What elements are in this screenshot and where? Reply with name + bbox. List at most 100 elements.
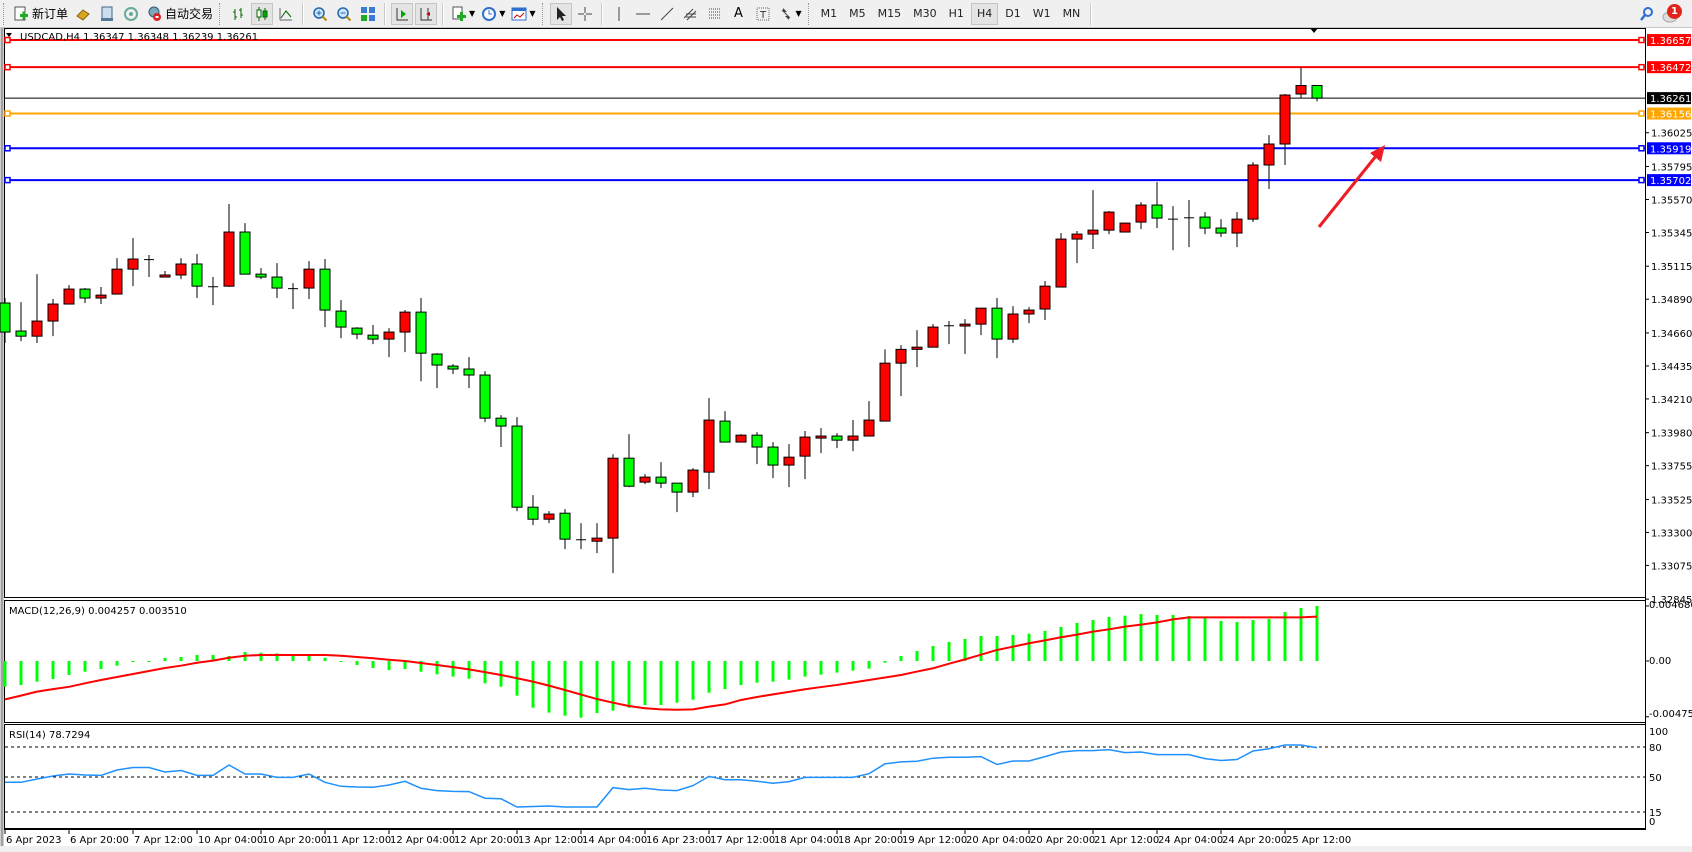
price-tick-label: 1.36025 [1651, 129, 1692, 140]
trendline-tool-button[interactable] [656, 3, 678, 25]
fibonacci-tool-button[interactable] [704, 3, 726, 25]
macd-histogram-bar [659, 661, 663, 706]
level-handle-left[interactable] [4, 63, 11, 71]
timeframe-m30-button[interactable]: M30 [913, 7, 937, 20]
separator [600, 2, 603, 25]
horizontal-line-tool-button[interactable] [632, 3, 654, 25]
macd-histogram-bar [1283, 612, 1287, 661]
level-handle-left[interactable] [4, 110, 11, 117]
candle [671, 482, 683, 513]
periods-button[interactable]: ▼ [479, 3, 507, 25]
candle [479, 371, 491, 423]
candle-body [79, 288, 91, 299]
chat-bubble-icon: 1 [1662, 3, 1682, 24]
zoom-in-button[interactable] [309, 3, 331, 25]
level-handle-right[interactable] [1638, 63, 1645, 71]
level-handle-right[interactable] [1638, 176, 1645, 184]
candle [527, 495, 539, 526]
time-tick-label: 20 Apr 20:00 [1030, 835, 1095, 846]
timeframe-d1-button[interactable]: D1 [1005, 7, 1021, 20]
crosshair-icon [577, 6, 593, 22]
notifications-button[interactable]: 1 [1660, 3, 1684, 25]
time-tick-label: 10 Apr 20:00 [262, 835, 327, 846]
signals-button[interactable] [120, 3, 142, 25]
candle [1231, 212, 1243, 248]
candle-body [1151, 204, 1163, 219]
toolbar-grip[interactable] [807, 2, 812, 25]
toolbar-grip[interactable] [3, 2, 7, 25]
auto-trading-icon [146, 6, 162, 22]
price-tick-label: 1.34890 [1651, 295, 1692, 306]
level-handle-left[interactable] [4, 176, 11, 184]
candle-body [127, 258, 139, 270]
timeframe-m15-button[interactable]: M15 [877, 7, 902, 20]
crosshair-tool-button[interactable] [574, 3, 596, 25]
zoom-in-icon [312, 6, 328, 22]
candle-body [607, 457, 619, 539]
candle [959, 319, 971, 355]
candle [895, 345, 907, 397]
candle [431, 353, 443, 389]
time-tick-label: 16 Apr 23:00 [646, 835, 711, 846]
level-handle-right[interactable] [1638, 110, 1645, 117]
macd-histogram-bar [819, 661, 823, 675]
toolbar-grip[interactable] [541, 2, 546, 25]
text-label-tool-button[interactable]: T [752, 3, 774, 25]
time-tick-label: 20 Apr 04:00 [966, 835, 1031, 846]
price-tick-label: 1.35115 [1651, 262, 1692, 273]
candle [911, 330, 923, 368]
candle [799, 431, 811, 480]
level-handle-left[interactable] [4, 145, 11, 152]
candle [1071, 231, 1083, 264]
macd-histogram-bar [755, 661, 759, 683]
chart-shift-marker-icon[interactable] [1310, 28, 1318, 33]
timeframe-m5-button[interactable]: M5 [849, 7, 866, 20]
data-window-button[interactable] [96, 3, 118, 25]
candlestick-chart-button[interactable] [251, 2, 274, 25]
level-handle-right[interactable] [1638, 145, 1645, 152]
macd-histogram-bar [435, 661, 439, 675]
auto-trading-button[interactable]: 自动交易 [144, 3, 215, 25]
timeframe-m1-button[interactable]: M1 [820, 7, 838, 20]
time-tick-label: 11 Apr 12:00 [326, 835, 391, 846]
vertical-line-tool-button[interactable] [608, 3, 630, 25]
candle-body [447, 365, 459, 370]
equidistant-channel-tool-button[interactable] [680, 3, 702, 25]
tile-windows-button[interactable] [357, 3, 379, 25]
candle [831, 433, 843, 449]
market-watch-button[interactable] [72, 3, 94, 25]
auto-scroll-button[interactable] [391, 2, 414, 25]
timeframe-w1-button[interactable]: W1 [1032, 7, 1051, 20]
arrow-annotation[interactable] [1317, 150, 1382, 228]
template-icon [511, 6, 527, 22]
price-label-background [1647, 142, 1691, 155]
timeframe-h4-button[interactable]: H4 [970, 2, 999, 25]
candle [47, 299, 59, 337]
zoom-out-button[interactable] [333, 3, 355, 25]
collapse-triangle-icon[interactable] [6, 33, 12, 37]
line-chart-button[interactable] [275, 3, 297, 25]
timeframe-h1-button[interactable]: H1 [948, 7, 964, 20]
level-handle-left[interactable] [4, 36, 11, 44]
indicators-button[interactable]: ▼ [449, 3, 477, 25]
candle [415, 298, 427, 382]
macd-histogram-bar [19, 661, 23, 686]
toolbar-grip[interactable] [219, 2, 223, 25]
cursor-tool-button[interactable] [549, 2, 572, 25]
new-order-button[interactable]: 新订单 [11, 3, 70, 25]
candle-body [863, 419, 875, 437]
timeframe-mn-button[interactable]: MN [1062, 7, 1081, 20]
text-tool-button[interactable]: A [728, 3, 750, 25]
macd-histogram-bar [355, 661, 359, 665]
candle-body [1039, 285, 1051, 310]
templates-button[interactable]: ▼ [509, 3, 537, 25]
fibonacci-icon [707, 6, 723, 22]
level-handle-right[interactable] [1638, 36, 1645, 44]
bar-chart-button[interactable] [227, 3, 249, 25]
search-button[interactable] [1636, 3, 1658, 25]
candle [31, 274, 43, 344]
candle-body [559, 512, 571, 540]
arrows-tool-button[interactable]: ▼ [776, 3, 804, 25]
chart-shift-button[interactable] [415, 2, 438, 25]
